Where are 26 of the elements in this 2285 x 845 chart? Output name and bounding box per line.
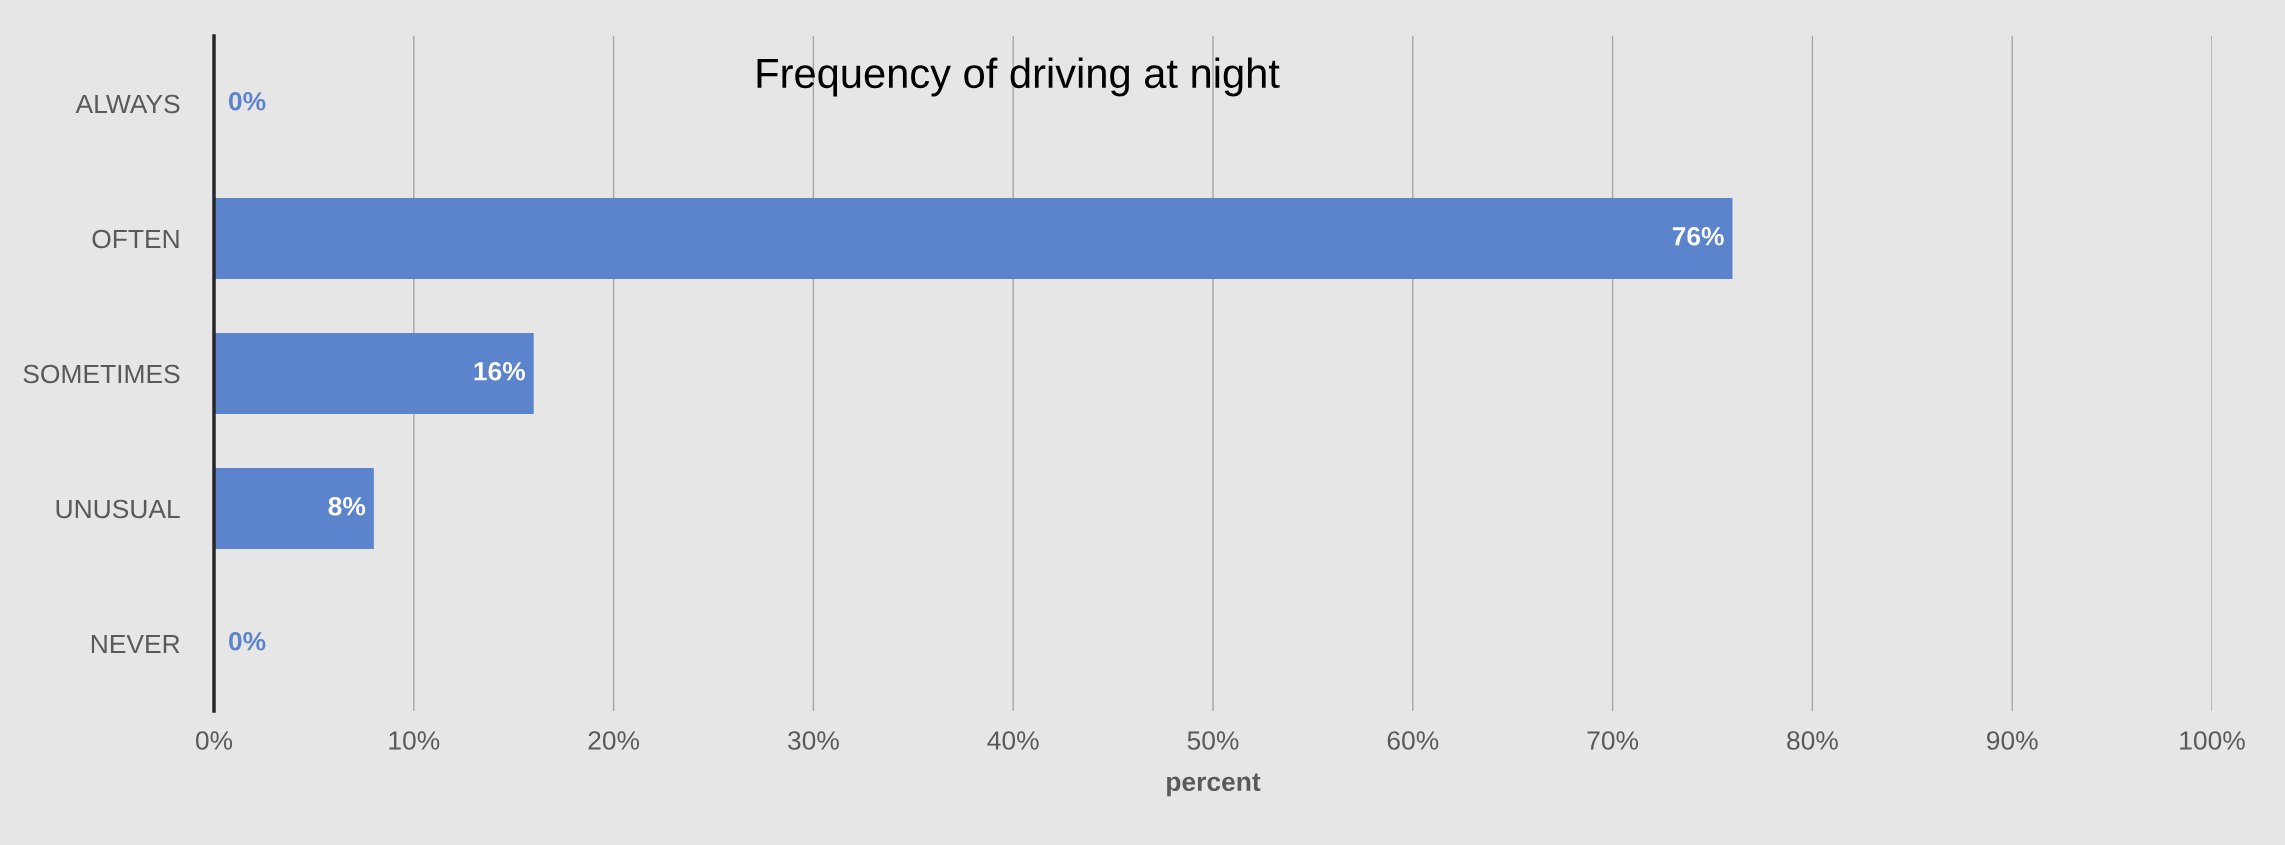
x-axis-title: percent [1167,773,1261,797]
bar [214,468,374,549]
data-label: 8% [328,496,366,516]
x-tick-label: 10% [389,731,440,750]
bar [214,198,1733,279]
data-label: 0% [229,91,266,111]
y-tick-label: NEVER [91,634,180,654]
x-tick-label: 60% [1387,731,1439,750]
x-tick-label: 30% [788,731,839,750]
data-label: 0% [229,631,266,651]
x-tick-label: 20% [588,731,640,750]
y-tick-label: ALWAYS [75,94,180,114]
x-tick-label: 90% [1987,731,2038,750]
x-tick-label: 50% [1187,731,1239,750]
chart-title: Frequency of driving at night [757,57,1280,97]
data-label: 76% [1672,226,1724,246]
y-tick-label: SOMETIMES [23,364,180,384]
y-tick-label: UNUSUAL [56,499,180,519]
y-tick-label: OFTEN [92,229,179,249]
x-tick-label: 100% [2180,731,2245,750]
x-tick-label: 70% [1587,731,1639,750]
x-tick-label: 80% [1787,731,1838,750]
x-tick-label: 40% [987,731,1039,750]
x-tick-label: 0% [195,731,233,750]
data-label: 16% [474,361,525,381]
bar [214,333,534,414]
